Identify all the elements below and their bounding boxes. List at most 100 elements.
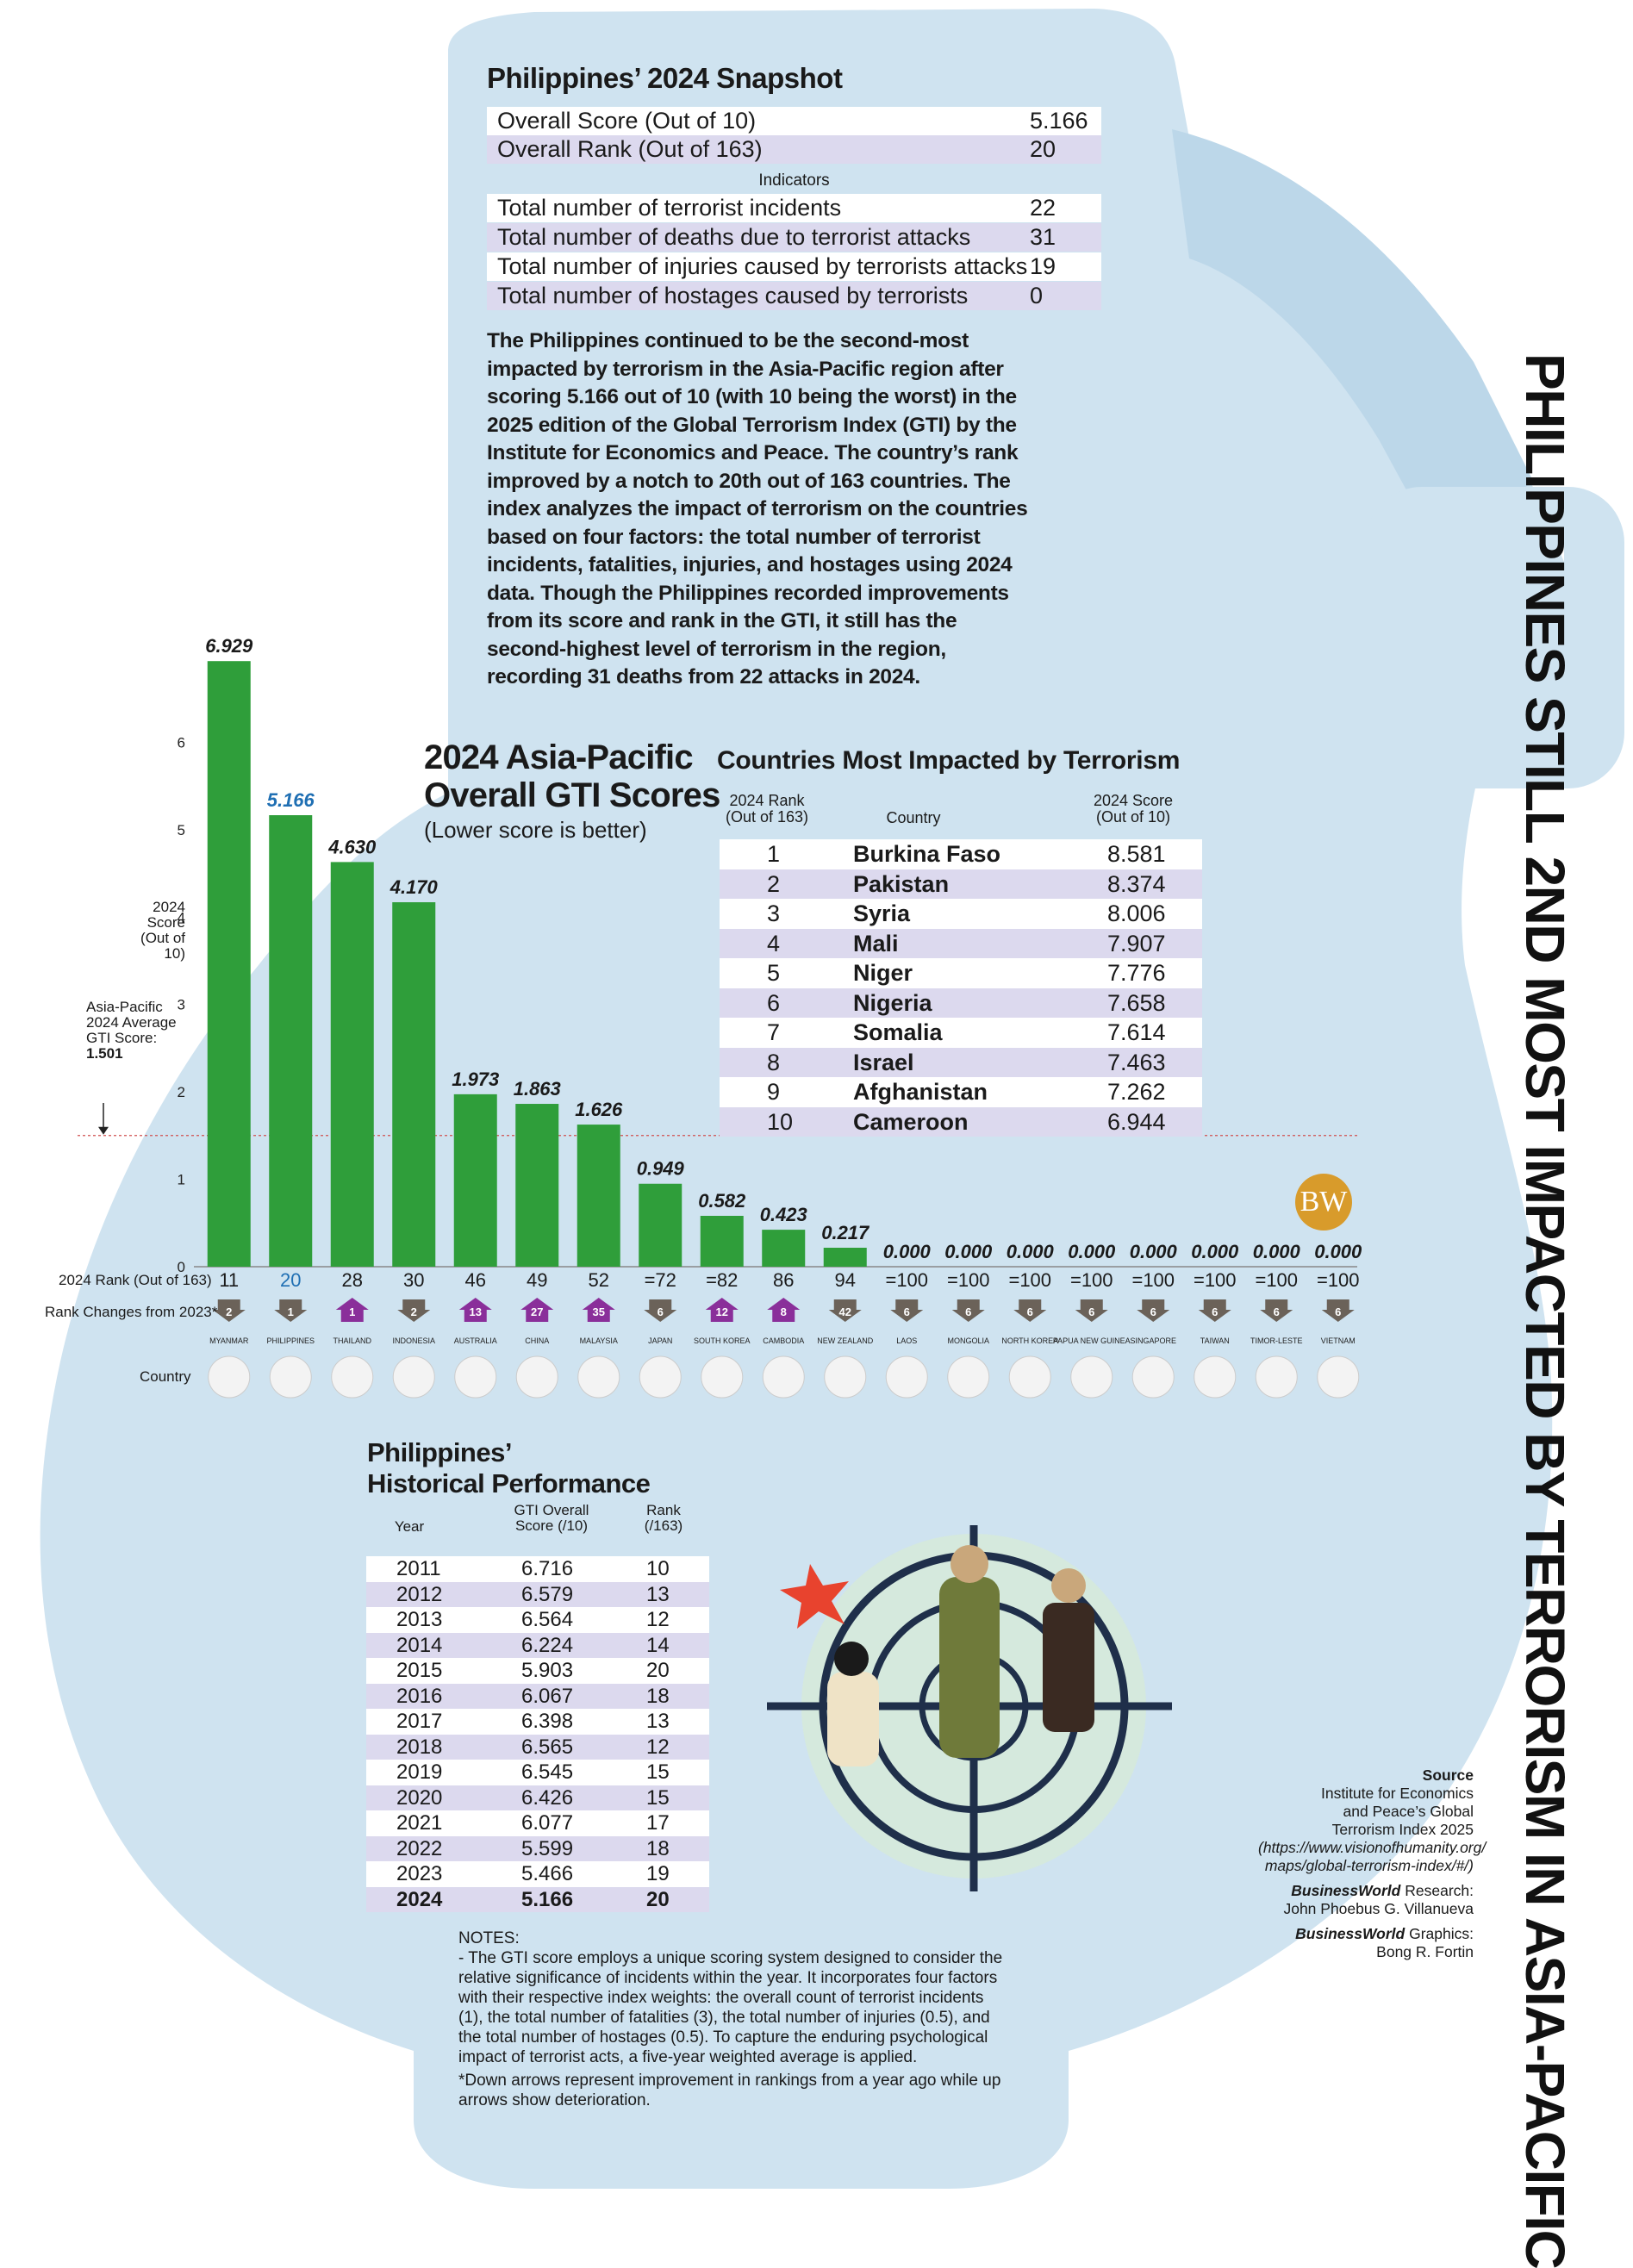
rank-change-value: 6: [1150, 1305, 1156, 1318]
top-country-score: 7.658: [1107, 989, 1166, 1016]
country-flag-icon: [515, 1355, 558, 1399]
country-flag-icon: [1317, 1355, 1360, 1399]
rank-label: =100: [1008, 1269, 1051, 1291]
bar-indonesia: [392, 902, 436, 1267]
top-country-score: 7.463: [1107, 1049, 1166, 1075]
rank-change-down-arrow: [1075, 1299, 1108, 1322]
rank-change-value: 1: [349, 1305, 355, 1318]
top-header-score-line1: 2024 Score: [1093, 792, 1174, 809]
country-name: VIETNAM: [1321, 1336, 1356, 1345]
history-score: 6.716: [521, 1557, 574, 1580]
snapshot-indicator-row: Total number of injuries caused by terro…: [487, 252, 1101, 281]
top-country-score: 7.262: [1107, 1079, 1166, 1105]
country-name: JAPAN: [648, 1336, 672, 1345]
rank-label: =100: [1194, 1269, 1237, 1291]
country-name: SINGAPORE: [1130, 1336, 1176, 1345]
history-score: 6.579: [521, 1582, 574, 1606]
history-score: 6.426: [521, 1785, 574, 1810]
history-year: 2024: [396, 1887, 443, 1911]
rank-change-value: 6: [904, 1305, 910, 1318]
top-country-country: Pakistan: [853, 870, 950, 897]
history-rank: 10: [646, 1557, 670, 1580]
bar-philippines: [269, 815, 313, 1267]
rank-change-value: 13: [470, 1305, 482, 1318]
rank-label: 94: [835, 1269, 856, 1291]
rank-change-up-arrow: [335, 1298, 369, 1322]
country-flag-icon: [1070, 1355, 1113, 1399]
history-score: 6.224: [521, 1633, 574, 1657]
history-title-line1: Philippines’: [367, 1437, 512, 1467]
rank-change-down-arrow: [1137, 1299, 1170, 1322]
history-year: 2018: [396, 1735, 443, 1759]
snapshot-title: Philippines’ 2024 Snapshot: [487, 62, 843, 94]
country-flag-icon: [454, 1355, 497, 1399]
bar-china: [515, 1104, 559, 1267]
y-tick-label: 6: [178, 734, 185, 751]
top-country-row: 3 Syria 8.006: [720, 899, 1202, 929]
history-score: 6.067: [521, 1684, 574, 1708]
rank-label: 52: [589, 1269, 609, 1291]
history-score: 6.077: [521, 1811, 574, 1835]
rank-label: =100: [1317, 1269, 1360, 1291]
history-rank: 19: [646, 1862, 670, 1885]
country-flag-icon: [1008, 1355, 1051, 1399]
top-country-rank: 5: [767, 960, 781, 986]
top-header-score-line2: (Out of 10): [1095, 808, 1171, 826]
history-score: 5.599: [521, 1836, 574, 1860]
rank-change-up-arrow: [582, 1298, 615, 1322]
history-year: 2019: [396, 1760, 443, 1784]
y-axis-label: 2024 Score (Out of 10): [121, 900, 185, 962]
chart-title-line1: 2024 Asia-Pacific: [424, 738, 694, 776]
history-row: 2019 6.545 15: [366, 1760, 709, 1785]
history-row: 2011 6.716 10: [366, 1556, 709, 1582]
history-header-year: Year: [394, 1518, 425, 1535]
country-name: PAPUA NEW GUINEA: [1053, 1336, 1131, 1345]
bar-value-label: 0.423: [760, 1204, 807, 1225]
history-year: 2016: [396, 1684, 443, 1708]
history-score: 6.545: [521, 1760, 574, 1784]
top-country-row: 4 Mali 7.907: [720, 928, 1202, 958]
top-header-score: 2024 Score (Out of 10): [1086, 793, 1181, 826]
source-url: maps/global-terrorism-index/#/): [1264, 1857, 1474, 1874]
average-arrow-head: [98, 1126, 109, 1135]
bar-value-label: 0.217: [821, 1222, 870, 1243]
top-country-row: 1 Burkina Faso 8.581: [720, 839, 1202, 869]
country-name: PHILIPPINES: [266, 1336, 315, 1345]
bar-malaysia: [577, 1125, 620, 1267]
bar-south-korea: [700, 1215, 744, 1267]
top-country-score: 7.614: [1107, 1019, 1166, 1045]
rank-change-up-arrow: [520, 1298, 554, 1322]
bar-myanmar: [207, 661, 251, 1267]
rank-label: 11: [219, 1269, 239, 1291]
top-country-rank: 10: [767, 1108, 794, 1135]
bar-value-label: 0.000: [1191, 1241, 1239, 1262]
top-country-country: Nigeria: [853, 989, 932, 1016]
chart-subtitle: (Lower score is better): [424, 817, 647, 843]
history-year: 2012: [396, 1582, 443, 1606]
snapshot-indicators-label: Indicators: [758, 171, 830, 190]
source-credits: Source Institute for Economics and Peace…: [1258, 1766, 1486, 1961]
rank-label: 46: [465, 1269, 486, 1291]
rank-change-value: 1: [288, 1305, 294, 1318]
rank-change-value: 8: [781, 1305, 787, 1318]
top-country-country: Afghanistan: [853, 1079, 988, 1105]
country-name: CAMBODIA: [763, 1336, 804, 1345]
rank-change-value: 27: [531, 1305, 543, 1318]
history-score: 5.903: [521, 1659, 574, 1682]
country-flag-icon: [947, 1355, 990, 1399]
history-row: 2014 6.224 14: [366, 1632, 709, 1658]
rank-change-down-arrow: [951, 1299, 985, 1322]
snapshot-value: 20: [1030, 136, 1056, 162]
history-header-score-line2: Score (/10): [514, 1517, 589, 1534]
research-label: Research:: [1400, 1882, 1474, 1899]
rank-change-down-arrow: [1321, 1299, 1355, 1322]
indicator-label: Total number of hostages caused by terro…: [497, 283, 969, 308]
rank-change-down-arrow: [1198, 1299, 1231, 1322]
snapshot-row-score: Overall Score (Out of 10) 5.166: [487, 107, 1101, 135]
rank-change-value: 6: [658, 1305, 664, 1318]
rank-label: =100: [1070, 1269, 1113, 1291]
country-row-label: Country: [140, 1368, 191, 1385]
top-country-country: Cameroon: [853, 1108, 969, 1135]
rank-change-value: 35: [593, 1305, 605, 1318]
top-header-rank-line1: 2024 Rank: [729, 792, 805, 809]
